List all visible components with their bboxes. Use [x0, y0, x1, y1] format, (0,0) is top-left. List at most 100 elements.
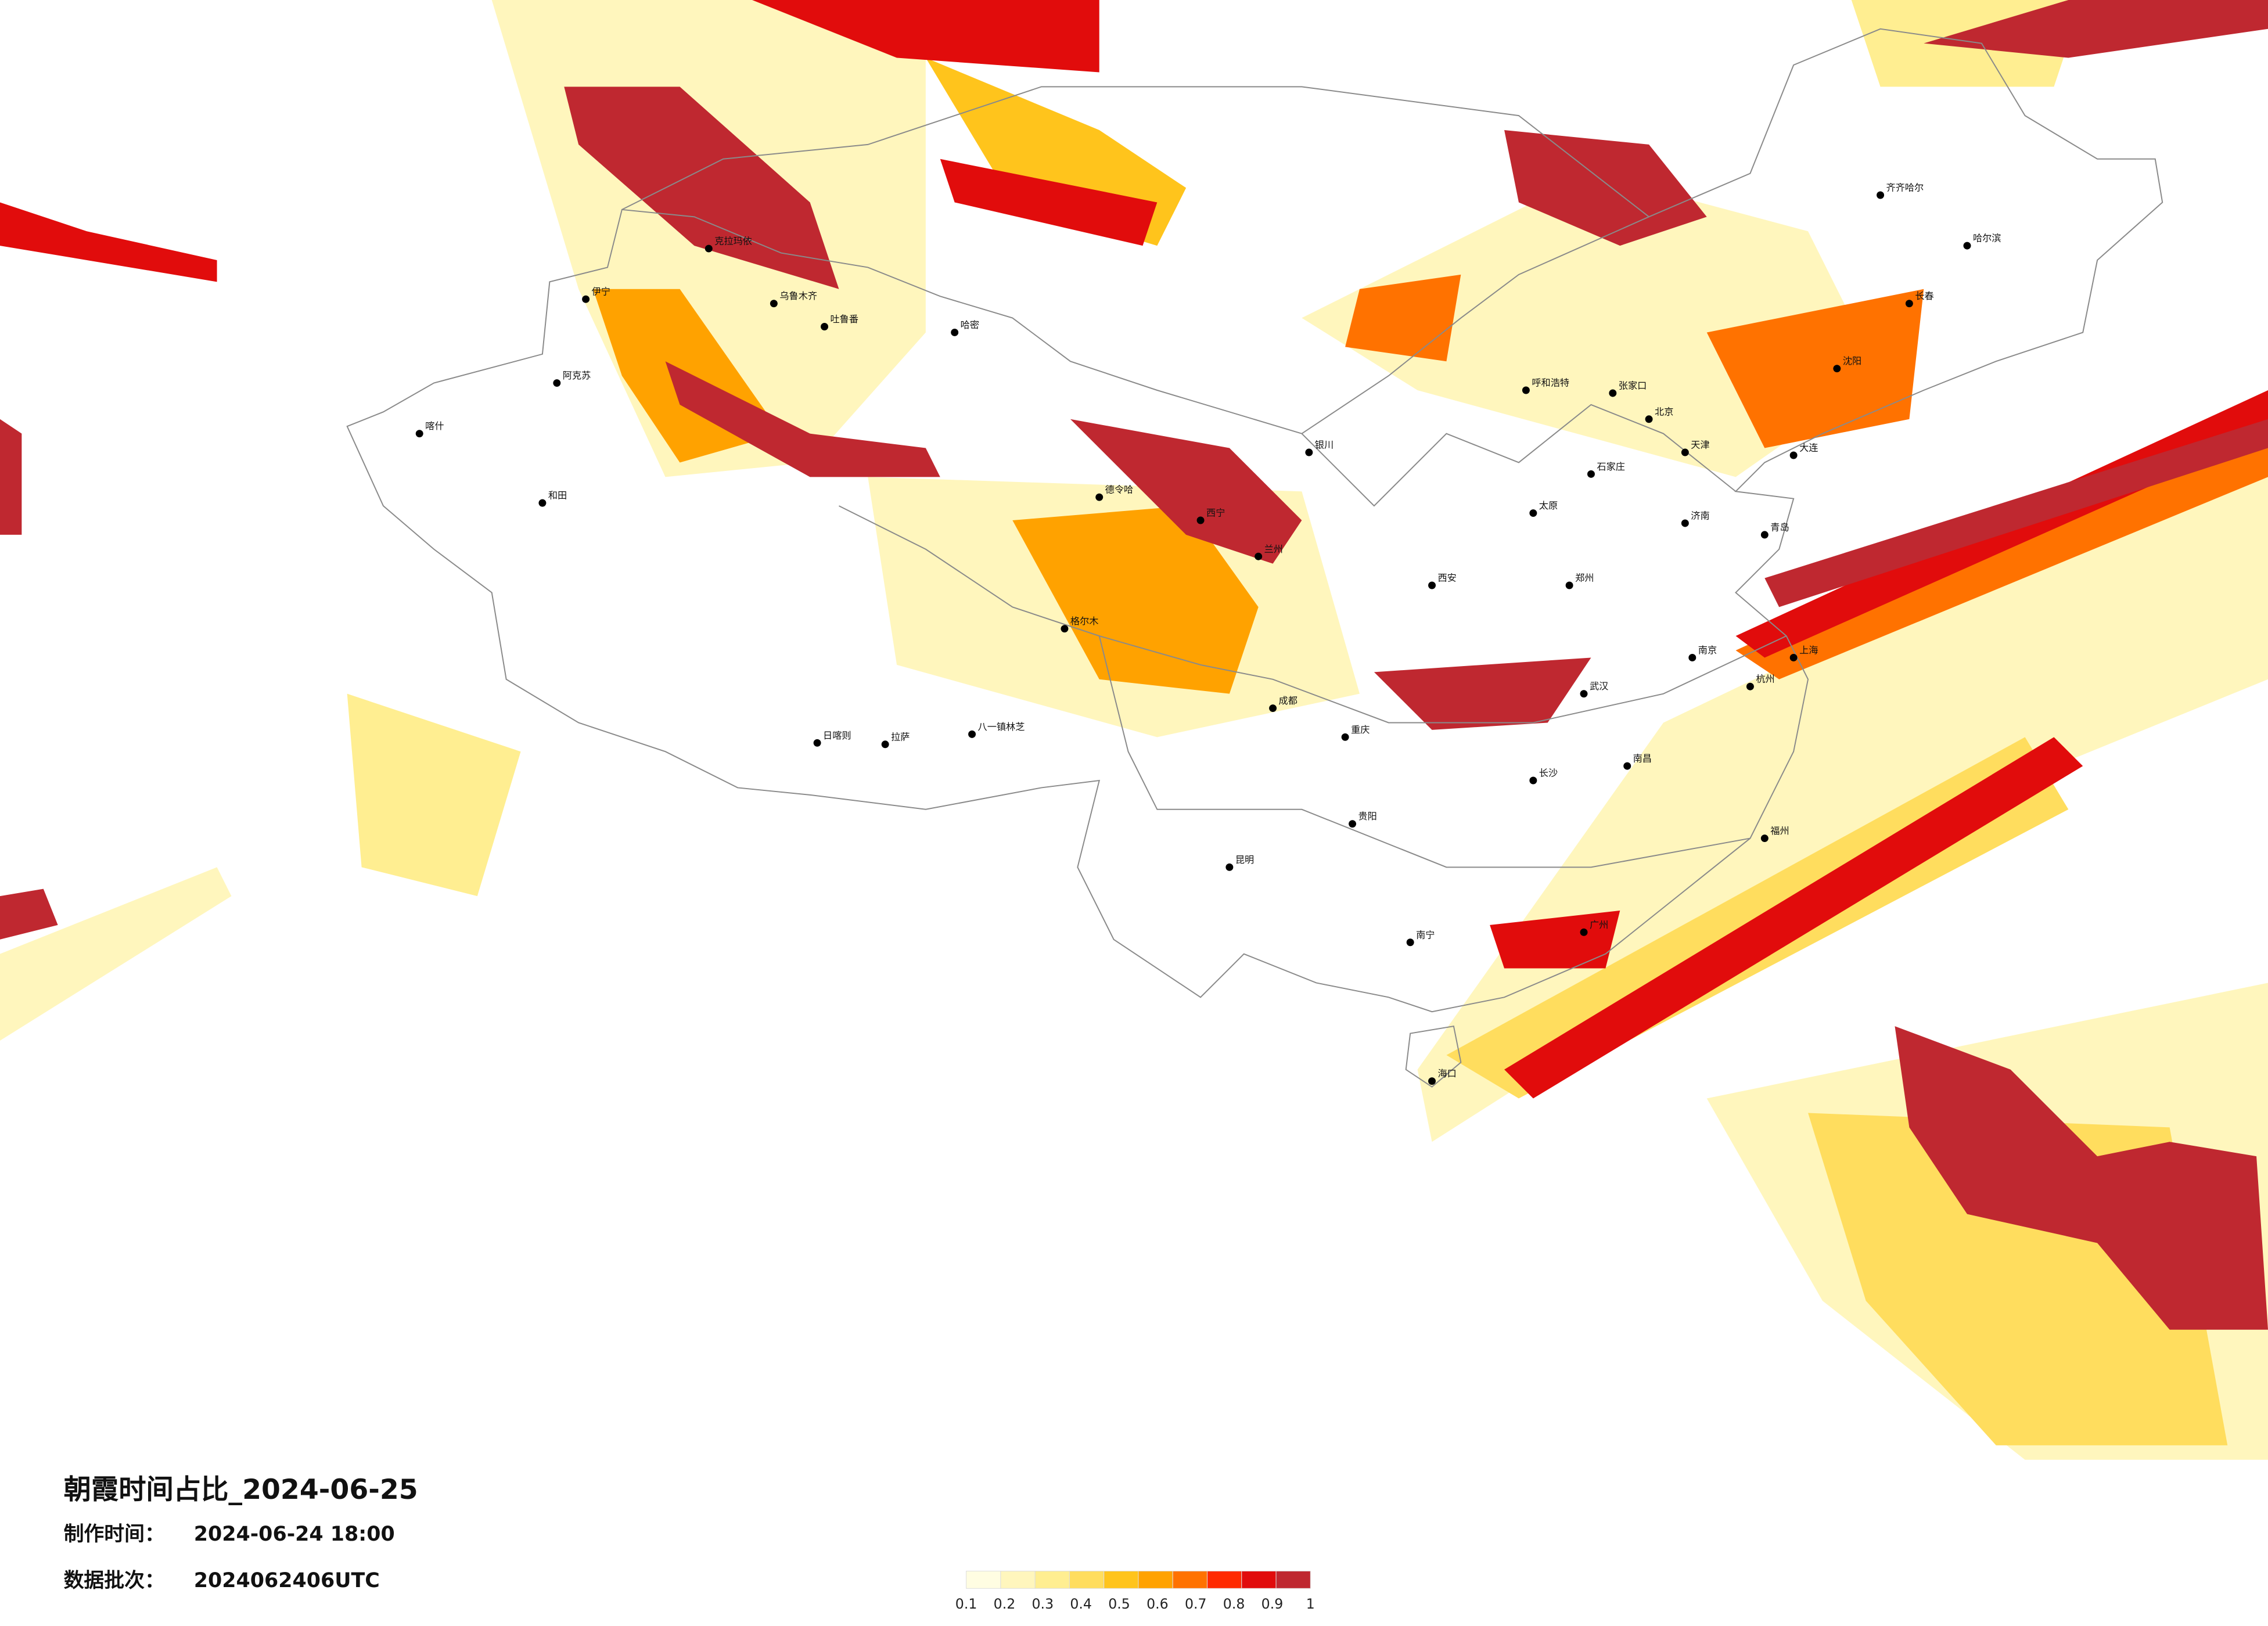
city-dot [415, 430, 423, 438]
heat-area [1012, 506, 1259, 694]
city-dot [1609, 389, 1617, 397]
made-time: 2024-06-24 18:00 [194, 1523, 395, 1546]
city-label: 和田 [548, 490, 567, 501]
legend-swatch [1275, 1570, 1311, 1589]
city-dot [1565, 581, 1573, 589]
city-dot [1095, 493, 1104, 501]
heat-area [1374, 657, 1591, 730]
city-dot [1196, 516, 1205, 524]
heat-area [1895, 1026, 2268, 1330]
legend-tick-label: 0.7 [1185, 1596, 1207, 1612]
city-label: 齐齐哈尔 [1886, 182, 1924, 193]
city-label: 杭州 [1756, 674, 1774, 685]
city-label: 郑州 [1575, 573, 1594, 584]
city-dot [1349, 820, 1357, 828]
batch-label: 数据批次： [64, 1569, 165, 1592]
heat-area [1345, 274, 1461, 362]
city-label: 青岛 [1770, 521, 1789, 533]
heat-field [0, 0, 2268, 1460]
legend-swatch [1104, 1570, 1139, 1589]
city-dot [1529, 776, 1537, 785]
island-outline [1405, 1025, 1462, 1088]
city-dot [813, 739, 821, 747]
city-dot [1681, 519, 1689, 527]
city-label: 呼和浩特 [1532, 377, 1569, 388]
legend-tick-label: 0.5 [1108, 1596, 1130, 1612]
heat-area [0, 867, 232, 1041]
city-dot [1587, 470, 1595, 478]
heat-area [1504, 737, 2083, 1099]
city-dot [1877, 191, 1885, 199]
city-label: 格尔木 [1070, 616, 1099, 627]
city-dot [1269, 704, 1277, 713]
city-label: 吐鲁番 [831, 314, 859, 325]
legend: 0.1 0.2 0.3 0.4 0.5 0.6 0.7 0.8 0.9 1 [955, 1570, 1315, 1612]
city-label: 南宁 [1416, 929, 1435, 940]
legend-swatch [966, 1570, 1001, 1589]
heat-area [752, 0, 1099, 73]
heat-area [665, 361, 940, 477]
legend-tick-label: 0.4 [1070, 1596, 1092, 1612]
legend-swatch [1034, 1570, 1070, 1589]
batch: 2024062406UTC [194, 1569, 380, 1592]
heat-area [1706, 289, 1924, 448]
heat-area [1070, 419, 1302, 564]
legend-swatch [1207, 1570, 1242, 1589]
city-label: 喀什 [425, 420, 444, 431]
city-label: 八一镇林芝 [978, 721, 1025, 732]
legend-tick-label: 1 [1306, 1596, 1315, 1612]
city-label: 石家庄 [1597, 461, 1625, 472]
city-dot [538, 499, 547, 507]
city-label: 昆明 [1235, 854, 1254, 865]
legend-swatch [1069, 1570, 1105, 1589]
legend-tick-label: 0.3 [1032, 1596, 1054, 1612]
city-dot [553, 379, 561, 387]
city-label: 北京 [1655, 406, 1673, 417]
map-title: 朝霞时间占比_2024-06-25 [64, 1474, 418, 1506]
made-label: 制作时间： [64, 1523, 165, 1546]
region-border [1301, 404, 1737, 507]
city-label: 成都 [1279, 695, 1297, 706]
city-dot [1580, 928, 1588, 936]
city-label: 阿克苏 [563, 370, 591, 381]
city-dot [1746, 682, 1754, 690]
city-label: 哈尔滨 [1973, 233, 2001, 244]
city-dot [1428, 581, 1436, 589]
city-dot [968, 730, 976, 738]
city-dot [1529, 509, 1537, 517]
heat-area [0, 202, 217, 282]
city-dot [1305, 448, 1313, 456]
city-dot [1255, 552, 1263, 560]
city-dot [1061, 625, 1069, 633]
city-dot [1789, 653, 1798, 661]
city-dot [1760, 531, 1769, 539]
city-dot [1522, 386, 1530, 394]
city-dot [1760, 834, 1769, 843]
city-label: 南昌 [1633, 753, 1652, 764]
city-dot [770, 300, 778, 308]
legend-swatch [1138, 1570, 1173, 1589]
legend-swatch [1172, 1570, 1208, 1589]
city-dot [1789, 451, 1798, 459]
heat-area [564, 87, 839, 289]
city-label: 南京 [1698, 645, 1717, 656]
city-label: 伊宁 [592, 286, 610, 297]
legend-tick-label: 0.1 [955, 1596, 977, 1612]
region-border [1098, 635, 1751, 868]
city-dot [1623, 762, 1631, 770]
city-label: 大连 [1799, 443, 1818, 454]
city-label: 长沙 [1539, 768, 1558, 779]
city-label: 乌鲁木齐 [779, 290, 817, 301]
city-dot [1225, 863, 1234, 871]
heat-area [1302, 173, 1881, 477]
city-label: 日喀则 [823, 730, 851, 741]
city-dot [1580, 690, 1588, 698]
city-dot [1681, 448, 1689, 456]
heat-area [0, 888, 58, 940]
city-label: 哈密 [961, 319, 979, 330]
city-label: 广州 [1590, 919, 1608, 930]
city-label: 张家口 [1619, 380, 1647, 391]
heat-area [940, 159, 1158, 246]
